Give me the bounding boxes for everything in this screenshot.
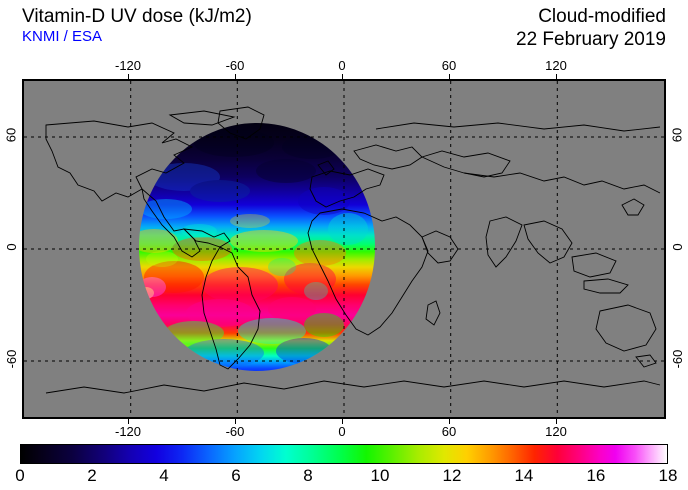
colorbar-tick-3: 6 xyxy=(231,466,241,485)
xtick-label-bottom-2: 0 xyxy=(338,424,346,439)
xtick-bottom-2 xyxy=(342,419,343,424)
xtick-top-3 xyxy=(449,74,450,79)
xtick-top-4 xyxy=(556,74,557,79)
page-title: Vitamin-D UV dose (kJ/m2) xyxy=(22,6,252,27)
xtick-label-top-4: 120 xyxy=(545,58,567,73)
xtick-bottom-1 xyxy=(235,419,236,424)
xtick-label-bottom-3: 60 xyxy=(441,424,457,439)
ytick-label-right-2: -60 xyxy=(669,349,685,369)
xtick-label-bottom-4: 120 xyxy=(545,424,567,439)
header-left-block: Vitamin-D UV dose (kJ/m2) KNMI / ESA xyxy=(22,6,252,46)
xtick-bottom-4 xyxy=(556,419,557,424)
uv-dose-data-layer xyxy=(139,123,375,371)
colorbar-tick-7: 14 xyxy=(514,466,534,485)
xtick-label-bottom-1: -60 xyxy=(225,424,245,439)
colorbar-tick-9: 18 xyxy=(658,466,678,485)
header-right-block: Cloud-modified 22 February 2019 xyxy=(516,6,666,51)
ytick-label-left-0: 60 xyxy=(3,127,19,143)
ytick-label-left-1: 0 xyxy=(4,243,20,251)
map-canvas xyxy=(24,81,664,417)
xtick-bottom-0 xyxy=(128,419,129,424)
xtick-top-2 xyxy=(342,74,343,79)
colorbar-tick-1: 2 xyxy=(87,466,97,485)
colorbar-tick-5: 10 xyxy=(370,466,390,485)
coastline-layer xyxy=(45,106,661,394)
colorbar: 0 2 4 6 8 10 12 14 16 18 xyxy=(15,444,677,485)
xtick-label-bottom-0: -120 xyxy=(114,424,142,439)
credit-label: KNMI / ESA xyxy=(22,28,103,46)
date-label: 22 February 2019 xyxy=(516,29,666,51)
mode-label: Cloud-modified xyxy=(538,6,666,27)
xtick-top-0 xyxy=(128,74,129,79)
xtick-label-top-3: 60 xyxy=(441,58,457,73)
ytick-label-left-2: -60 xyxy=(3,349,19,369)
map-plot-area[interactable] xyxy=(22,79,666,419)
ytick-label-right-1: 0 xyxy=(670,243,686,251)
xtick-bottom-3 xyxy=(449,419,450,424)
ytick-label-right-0: 60 xyxy=(669,127,685,143)
xtick-top-1 xyxy=(235,74,236,79)
xtick-label-top-2: 0 xyxy=(338,58,346,73)
colorbar-gradient xyxy=(20,444,668,464)
colorbar-tick-6: 12 xyxy=(442,466,462,485)
colorbar-tick-8: 16 xyxy=(586,466,606,485)
colorbar-tick-0: 0 xyxy=(15,466,25,485)
colorbar-tick-2: 4 xyxy=(159,466,169,485)
colorbar-tick-4: 8 xyxy=(303,466,313,485)
xtick-label-top-0: -120 xyxy=(114,58,142,73)
graticule-grid xyxy=(24,81,664,417)
xtick-label-top-1: -60 xyxy=(225,58,245,73)
